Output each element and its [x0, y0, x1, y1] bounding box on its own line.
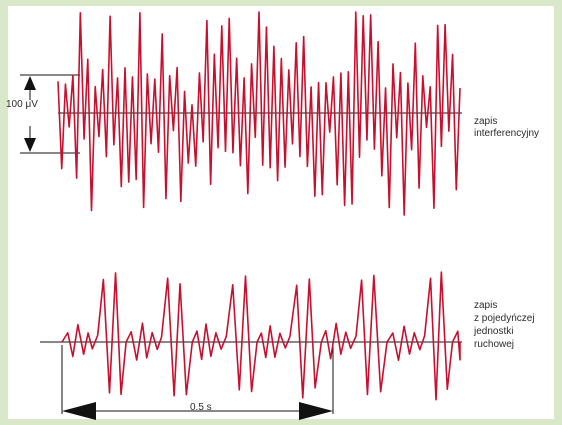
trace-single-motor-unit: [61, 271, 461, 401]
label-single-unit-line-1: zapis: [474, 300, 498, 311]
label-single-unit-line-3: jednostki: [474, 326, 514, 337]
trace-interference: [57, 11, 461, 216]
amplitude-arrowhead-up: [24, 76, 36, 90]
amplitude-scale-label: 100 μV: [6, 99, 38, 110]
label-single-unit-line-4: ruchowej: [474, 339, 515, 350]
time-arrowhead-right: [299, 402, 333, 420]
label-single-unit-line-2: z pojedyńczej: [474, 313, 535, 324]
amplitude-arrowhead-down: [24, 138, 36, 152]
time-scale-label: 0.5 s: [190, 402, 212, 413]
label-interference-line-1: zapis: [474, 116, 498, 127]
time-arrowhead-left: [62, 402, 96, 420]
label-interference-line-2: interferencyjny: [474, 128, 540, 139]
